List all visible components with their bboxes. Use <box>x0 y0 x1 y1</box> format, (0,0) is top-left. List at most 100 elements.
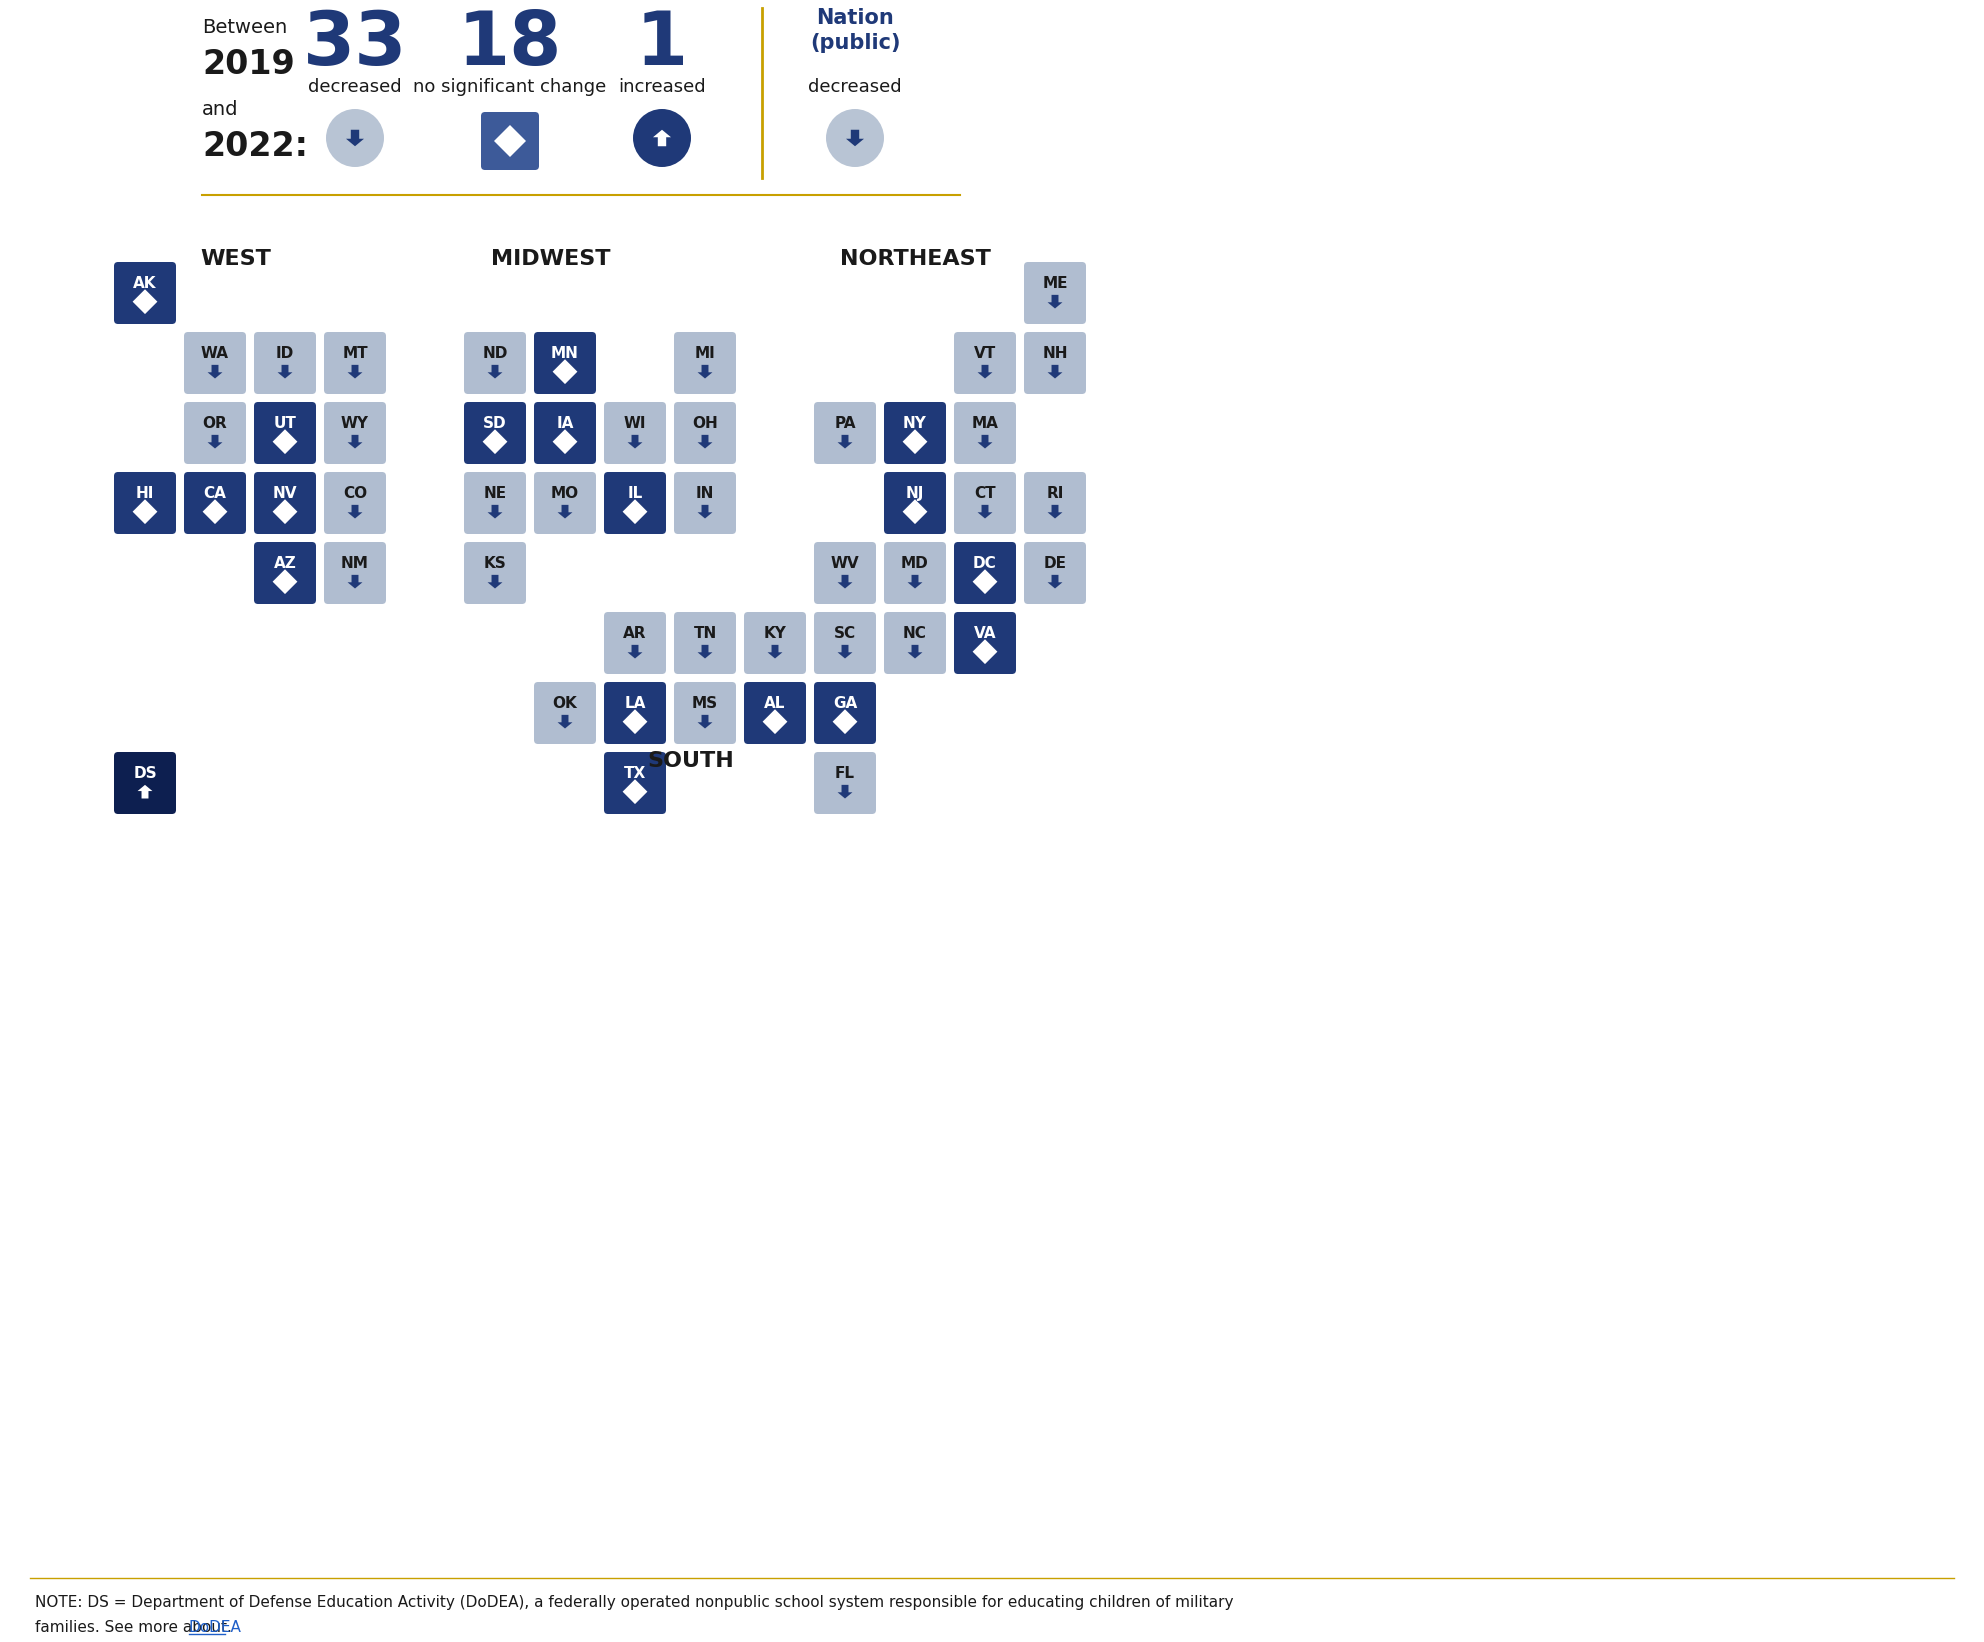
Ellipse shape <box>325 108 385 167</box>
FancyBboxPatch shape <box>885 471 946 534</box>
Polygon shape <box>137 785 153 798</box>
Text: IL: IL <box>627 486 643 501</box>
Text: MA: MA <box>972 415 998 432</box>
Polygon shape <box>278 365 292 379</box>
Polygon shape <box>837 435 853 448</box>
FancyBboxPatch shape <box>185 471 246 534</box>
Text: OR: OR <box>202 415 228 432</box>
FancyBboxPatch shape <box>323 402 387 465</box>
Polygon shape <box>837 645 853 658</box>
Text: DS: DS <box>133 767 157 782</box>
Text: PA: PA <box>833 415 855 432</box>
FancyBboxPatch shape <box>885 542 946 604</box>
Polygon shape <box>768 645 782 658</box>
FancyBboxPatch shape <box>323 471 387 534</box>
Text: GA: GA <box>833 696 857 711</box>
FancyBboxPatch shape <box>885 612 946 673</box>
Polygon shape <box>972 570 998 594</box>
Text: SOUTH: SOUTH <box>647 750 734 770</box>
FancyBboxPatch shape <box>480 112 540 171</box>
Text: increased: increased <box>619 79 706 95</box>
Text: OK: OK <box>554 696 577 711</box>
Polygon shape <box>494 125 526 158</box>
Text: ME: ME <box>1042 276 1067 291</box>
Polygon shape <box>698 504 712 519</box>
Polygon shape <box>272 429 298 455</box>
Polygon shape <box>845 130 863 146</box>
Polygon shape <box>623 780 647 805</box>
Text: MD: MD <box>901 557 929 571</box>
FancyBboxPatch shape <box>675 612 736 673</box>
FancyBboxPatch shape <box>254 542 315 604</box>
Text: DE: DE <box>1044 557 1067 571</box>
Text: and: and <box>202 100 238 118</box>
Text: WA: WA <box>200 346 228 361</box>
Text: FL: FL <box>835 767 855 782</box>
Text: NORTHEAST: NORTHEAST <box>839 250 990 269</box>
FancyBboxPatch shape <box>813 612 877 673</box>
FancyBboxPatch shape <box>534 471 595 534</box>
FancyBboxPatch shape <box>254 402 315 465</box>
FancyBboxPatch shape <box>603 681 667 744</box>
Polygon shape <box>978 435 992 448</box>
FancyBboxPatch shape <box>954 332 1016 394</box>
Text: ND: ND <box>482 346 508 361</box>
FancyBboxPatch shape <box>1024 263 1085 323</box>
Polygon shape <box>627 435 643 448</box>
Polygon shape <box>272 499 298 524</box>
FancyBboxPatch shape <box>464 542 526 604</box>
Text: WI: WI <box>623 415 647 432</box>
Text: VT: VT <box>974 346 996 361</box>
Text: AL: AL <box>764 696 786 711</box>
Text: families. See more about: families. See more about <box>36 1621 232 1635</box>
FancyBboxPatch shape <box>534 681 595 744</box>
Polygon shape <box>907 645 923 658</box>
Polygon shape <box>558 504 573 519</box>
Text: SD: SD <box>484 415 506 432</box>
Text: SC: SC <box>833 626 855 640</box>
Text: WEST: WEST <box>200 250 272 269</box>
Polygon shape <box>903 429 927 455</box>
Text: 18: 18 <box>458 8 561 80</box>
Text: RI: RI <box>1046 486 1063 501</box>
Text: OH: OH <box>692 415 718 432</box>
Polygon shape <box>978 504 992 519</box>
Polygon shape <box>627 645 643 658</box>
FancyBboxPatch shape <box>323 542 387 604</box>
FancyBboxPatch shape <box>675 681 736 744</box>
FancyBboxPatch shape <box>113 752 177 814</box>
Text: TX: TX <box>623 767 647 782</box>
Polygon shape <box>978 365 992 379</box>
FancyBboxPatch shape <box>113 471 177 534</box>
Text: 2022:: 2022: <box>202 130 308 163</box>
Text: VA: VA <box>974 626 996 640</box>
Polygon shape <box>347 504 363 519</box>
Text: MS: MS <box>692 696 718 711</box>
Polygon shape <box>554 429 577 455</box>
Polygon shape <box>698 365 712 379</box>
Polygon shape <box>208 435 222 448</box>
Text: HI: HI <box>135 486 155 501</box>
Polygon shape <box>653 130 671 146</box>
Polygon shape <box>488 504 502 519</box>
Polygon shape <box>698 714 712 729</box>
Text: NC: NC <box>903 626 927 640</box>
FancyBboxPatch shape <box>464 332 526 394</box>
FancyBboxPatch shape <box>1024 332 1085 394</box>
Polygon shape <box>903 499 927 524</box>
Polygon shape <box>1048 365 1063 379</box>
Polygon shape <box>698 435 712 448</box>
Polygon shape <box>488 575 502 588</box>
Polygon shape <box>1048 575 1063 588</box>
Polygon shape <box>133 499 157 524</box>
Polygon shape <box>623 709 647 734</box>
Polygon shape <box>482 429 508 455</box>
Text: CO: CO <box>343 486 367 501</box>
Text: NOTE: DS = Department of Defense Education Activity (DoDEA), a federally operate: NOTE: DS = Department of Defense Educati… <box>36 1594 1234 1611</box>
FancyBboxPatch shape <box>113 263 177 323</box>
Text: IA: IA <box>556 415 573 432</box>
Text: DoDEA: DoDEA <box>188 1621 242 1635</box>
Text: MIDWEST: MIDWEST <box>492 250 611 269</box>
FancyBboxPatch shape <box>254 471 315 534</box>
FancyBboxPatch shape <box>744 681 806 744</box>
